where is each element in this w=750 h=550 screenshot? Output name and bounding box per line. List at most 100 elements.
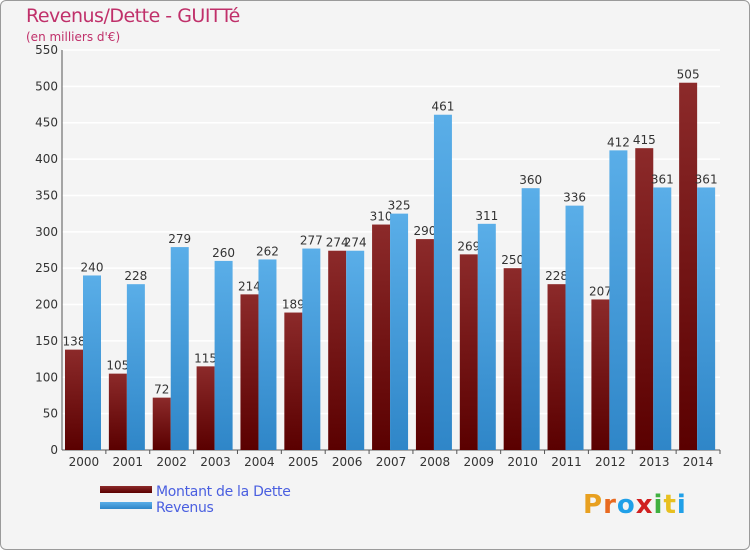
x-tick-label: 2008 [420,455,451,469]
x-tick-label: 2014 [683,455,714,469]
data-label-revenus: 412 [607,135,630,149]
data-label-revenus: 240 [81,260,104,274]
data-label-revenus: 325 [388,199,411,213]
x-tick-label: 2004 [244,455,275,469]
data-label-dette: 72 [154,383,169,397]
y-tick-label: 50 [43,407,58,421]
bar-revenus [126,284,145,450]
x-tick-label: 2002 [156,455,187,469]
data-label-dette: 214 [238,279,261,293]
data-label-revenus: 361 [695,172,718,186]
logo-letter: r [603,490,617,520]
data-label-dette: 115 [194,351,217,365]
y-tick-label: 300 [35,225,58,239]
x-tick-label: 2007 [376,455,407,469]
data-label-revenus: 279 [168,232,191,246]
bar-revenus [565,205,584,450]
bar-dette [591,299,610,450]
bar-dette [459,254,478,450]
y-tick-label: 550 [35,43,58,57]
y-tick-label: 250 [35,261,58,275]
bar-dette [503,268,522,450]
bar-revenus [83,275,101,450]
logo-letter: i [676,490,687,520]
x-tick-label: 2009 [463,455,494,469]
bar-revenus [477,223,496,450]
data-label-revenus: 277 [300,234,323,248]
data-label-dette: 269 [457,239,480,253]
x-tick-label: 2000 [69,455,100,469]
data-label-dette: 228 [545,269,568,283]
data-label-dette: 310 [370,210,393,224]
x-tick-label: 2010 [507,455,538,469]
y-tick-label: 200 [35,298,58,312]
y-tick-label: 500 [35,79,58,93]
legend-swatch-revenus [100,502,152,509]
y-tick-label: 400 [35,152,58,166]
x-tick-label: 2001 [113,455,144,469]
bar-dette [108,373,127,450]
bar-revenus [609,150,628,450]
bar-dette [240,294,259,450]
data-label-revenus: 262 [256,244,279,258]
bar-revenus [258,259,277,450]
data-label-dette: 250 [501,253,524,267]
data-label-revenus: 311 [475,209,498,223]
logo-letter: x [635,490,654,520]
data-label-revenus: 360 [519,173,542,187]
data-label-revenus: 228 [124,269,147,283]
logo-letter: o [616,490,636,520]
x-tick-label: 2013 [639,455,670,469]
proxiti-logo: Proxiti [583,490,687,520]
bar-revenus [653,187,672,451]
data-label-dette: 207 [589,284,612,298]
y-tick-label: 350 [35,188,58,202]
bar-dette [196,366,215,450]
bar-revenus [521,188,540,450]
bar-revenus [170,247,189,450]
legend-swatch-dette [100,486,152,493]
logo-letter: P [583,490,604,520]
chart-title: Revenus/Dette - GUITTé [26,5,240,27]
x-tick-label: 2011 [551,455,582,469]
logo-letter: i [653,490,664,520]
x-tick-label: 2005 [288,455,319,469]
bar-revenus [214,260,233,450]
data-label-dette: 290 [413,224,436,238]
data-label-revenus: 274 [344,236,367,250]
data-label-dette: 138 [63,335,86,349]
data-label-dette: 189 [282,298,305,312]
data-label-dette: 105 [106,359,129,373]
bar-dette [152,397,171,450]
x-tick-label: 2003 [200,455,231,469]
data-label-dette: 274 [326,236,349,250]
data-label-revenus: 260 [212,246,235,260]
x-tick-label: 2012 [595,455,626,469]
x-tick-label: 2006 [332,455,363,469]
data-label-revenus: 361 [651,172,674,186]
bar-revenus [390,213,409,450]
logo-letter: t [663,490,677,520]
y-tick-label: 0 [50,443,58,457]
data-label-dette: 505 [677,68,700,82]
bar-dette [679,82,698,451]
legend-label-revenus: Revenus [156,500,214,516]
bar-dette [415,239,434,450]
bar-dette [635,148,654,450]
bar-dette [547,284,566,450]
y-tick-label: 450 [35,116,58,130]
bar-revenus [697,187,716,451]
bar-dette [284,312,303,450]
chart-subtitle: (en milliers d'€) [26,30,121,44]
bar-revenus [433,114,452,451]
data-label-revenus: 461 [431,100,454,114]
bar-revenus [346,250,365,450]
data-label-dette: 415 [633,133,656,147]
bar-dette [372,224,391,450]
y-tick-label: 150 [35,334,58,348]
bar-dette [328,250,347,450]
y-tick-label: 100 [35,370,58,384]
bar-revenus [302,248,321,450]
data-label-revenus: 336 [563,191,586,205]
